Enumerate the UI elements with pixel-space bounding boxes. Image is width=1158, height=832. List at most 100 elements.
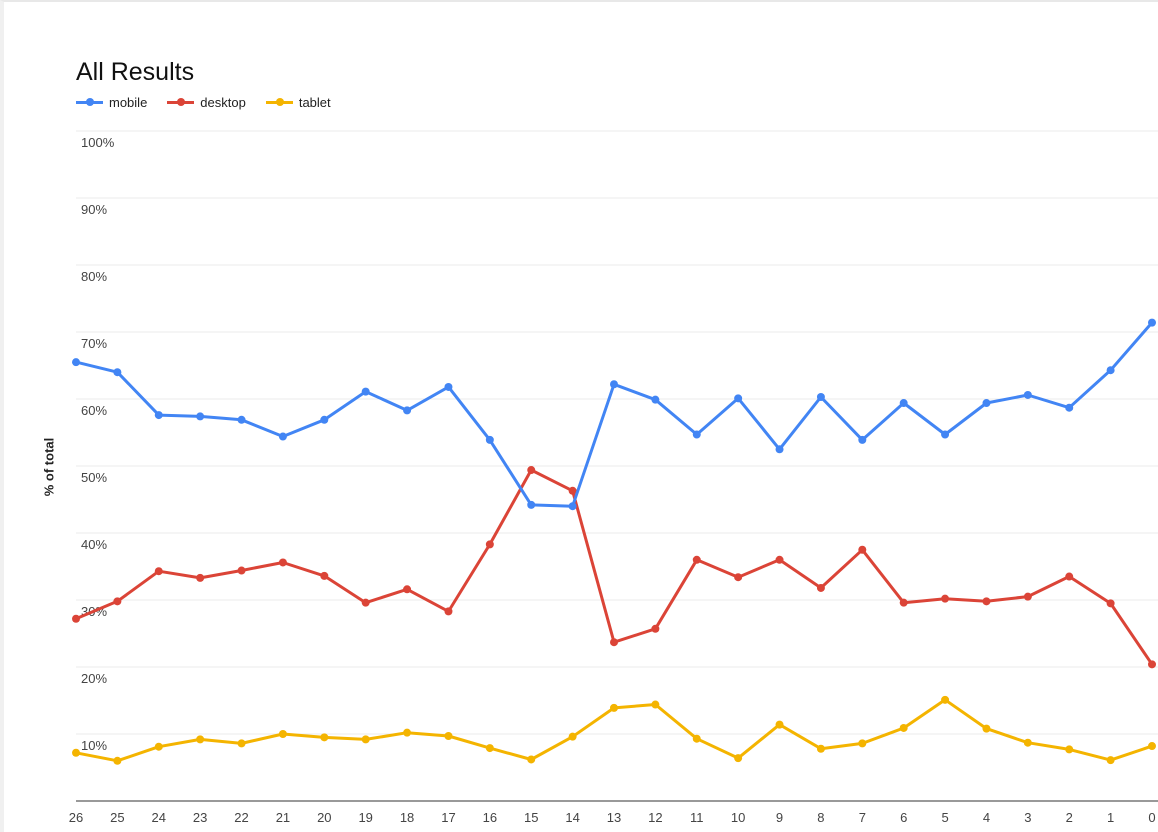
data-point-mobile [196, 412, 205, 421]
data-point-mobile [1023, 390, 1032, 399]
x-tick-label: 22 [234, 810, 248, 825]
x-tick-label: 7 [859, 810, 866, 825]
data-point-desktop [1065, 572, 1074, 581]
data-point-mobile [899, 399, 908, 408]
y-tick-label: 70% [81, 336, 107, 351]
data-point-mobile [237, 415, 246, 424]
x-tick-label: 19 [358, 810, 372, 825]
data-point-mobile [444, 382, 453, 391]
data-point-tablet [651, 700, 660, 709]
x-tick-label: 4 [983, 810, 990, 825]
data-point-tablet [941, 695, 950, 704]
data-point-desktop [941, 594, 950, 603]
x-tick-label: 17 [441, 810, 455, 825]
data-point-desktop [113, 597, 122, 606]
x-tick-label: 26 [69, 810, 83, 825]
data-point-desktop [320, 571, 329, 580]
x-tick-label: 5 [941, 810, 948, 825]
data-point-desktop [485, 540, 494, 549]
data-point-mobile [1106, 366, 1115, 375]
data-point-desktop [72, 614, 80, 623]
series-line-desktop [74, 468, 1154, 666]
data-point-mobile [527, 500, 536, 509]
legend: mobile desktop tablet [76, 93, 351, 111]
data-point-mobile [154, 411, 163, 420]
data-point-tablet [816, 744, 825, 753]
data-point-desktop [651, 624, 660, 633]
data-point-desktop [196, 573, 205, 582]
data-point-tablet [361, 735, 370, 744]
x-tick-label: 11 [690, 810, 704, 825]
legend-item-desktop[interactable]: desktop [167, 95, 246, 110]
data-point-mobile [734, 394, 743, 403]
data-point-desktop [899, 598, 908, 607]
data-point-tablet [1148, 742, 1156, 751]
data-point-desktop [692, 555, 701, 564]
data-point-mobile [278, 432, 287, 441]
data-point-mobile [361, 387, 370, 396]
legend-item-tablet[interactable]: tablet [265, 94, 331, 110]
legend-label-mobile: mobile [109, 94, 148, 110]
data-point-tablet [527, 755, 536, 764]
data-point-desktop [237, 566, 246, 575]
data-point-desktop [527, 466, 536, 475]
data-point-tablet [485, 744, 494, 753]
x-tick-label: 15 [524, 810, 538, 825]
data-point-tablet [899, 723, 908, 732]
data-point-mobile [1148, 318, 1156, 327]
y-tick-label: 50% [81, 470, 107, 485]
legend-label-tablet: tablet [298, 94, 331, 110]
data-point-mobile [941, 430, 950, 439]
y-tick-label: 90% [81, 202, 107, 217]
chart-title: All Results [76, 58, 195, 86]
x-tick-label: 0 [1148, 810, 1155, 825]
x-tick-label: 6 [900, 810, 907, 825]
legend-label-desktop: desktop [200, 94, 246, 110]
y-tick-label: 20% [81, 671, 107, 686]
data-point-tablet [72, 748, 80, 757]
data-point-desktop [982, 597, 991, 606]
data-point-tablet [444, 732, 453, 741]
data-point-tablet [775, 720, 784, 729]
data-point-tablet [734, 754, 743, 763]
x-tick-label: 18 [400, 810, 414, 825]
data-point-tablet [278, 730, 287, 738]
y-tick-label: 60% [81, 403, 107, 418]
data-point-mobile [72, 358, 80, 367]
legend-swatch-desktop [167, 98, 195, 106]
legend-swatch-tablet [265, 98, 293, 106]
legend-item-mobile[interactable]: mobile [76, 95, 147, 110]
data-point-mobile [610, 380, 618, 389]
data-point-tablet [610, 703, 618, 712]
x-tick-label: 8 [817, 810, 824, 825]
data-point-desktop [734, 573, 743, 582]
data-point-tablet [320, 733, 329, 742]
data-point-tablet [858, 739, 867, 748]
data-point-tablet [1106, 756, 1115, 765]
data-point-desktop [568, 486, 577, 495]
x-tick-label: 2 [1066, 810, 1073, 825]
data-point-tablet [568, 732, 577, 741]
data-point-desktop [816, 583, 825, 592]
data-point-tablet [982, 724, 991, 733]
y-tick-label: 40% [81, 537, 107, 552]
x-tick-label: 25 [110, 810, 124, 825]
data-point-tablet [237, 739, 246, 748]
series-line-mobile [74, 321, 1154, 508]
data-point-desktop [1023, 592, 1032, 601]
data-point-mobile [982, 399, 991, 408]
data-point-tablet [1065, 745, 1074, 754]
data-point-tablet [403, 728, 412, 737]
data-point-mobile [485, 435, 494, 444]
data-point-desktop [278, 558, 287, 567]
x-tick-label: 12 [648, 810, 662, 825]
x-tick-label: 1 [1107, 810, 1114, 825]
x-tick-label: 9 [776, 810, 783, 825]
data-point-mobile [775, 445, 784, 454]
data-point-desktop [361, 598, 370, 607]
data-point-tablet [196, 735, 205, 744]
x-tick-label: 16 [483, 810, 497, 825]
data-point-tablet [1023, 738, 1032, 747]
